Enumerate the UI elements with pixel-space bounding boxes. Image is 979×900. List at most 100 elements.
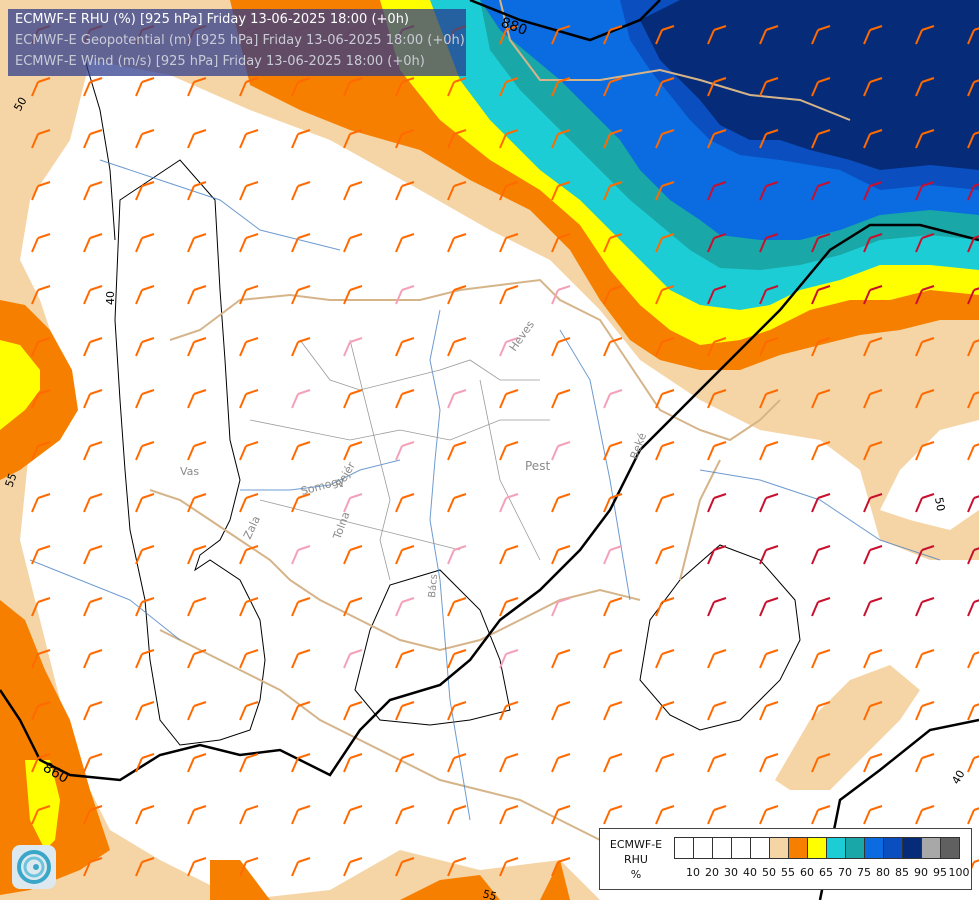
rhu-band-60-bl	[0, 600, 110, 895]
wind-barb	[863, 545, 883, 565]
wind-barb	[967, 287, 979, 305]
wind-barb	[915, 129, 935, 149]
wind-barb	[707, 441, 727, 461]
wind-barb	[603, 25, 623, 45]
wind-barb	[135, 129, 155, 149]
wind-barb	[135, 805, 155, 825]
rhu-band-60-bottom3	[540, 860, 570, 900]
wind-barb	[707, 805, 727, 825]
wind-barb	[655, 805, 675, 825]
wind-barb	[811, 493, 831, 513]
wind-barb	[967, 651, 979, 669]
wind-barb	[447, 77, 467, 97]
wind-barb	[395, 233, 415, 253]
wind-barb	[811, 753, 831, 773]
rhu-contours	[84, 59, 801, 746]
wind-barb	[551, 129, 571, 149]
wind-barb	[31, 545, 51, 565]
wind-barb	[967, 703, 979, 721]
wind-barb	[239, 701, 259, 721]
wind-barb	[915, 389, 935, 409]
wind-barb	[915, 181, 935, 201]
wind-barb	[759, 493, 779, 513]
wind-barb	[551, 753, 571, 773]
wind-barb	[811, 25, 831, 45]
wind-barb	[83, 597, 103, 617]
wind-barbs	[31, 25, 979, 877]
wind-barb	[603, 649, 623, 669]
wind-barb	[499, 129, 519, 149]
wind-barb	[395, 77, 415, 97]
wind-barb	[187, 441, 207, 461]
wind-barb	[759, 77, 779, 97]
title-geopotential: ECMWF-E Geopotential (m) [925 hPa] Frida…	[15, 33, 465, 48]
rhu-label-55-left: 55	[3, 471, 20, 489]
legend-swatch	[769, 837, 789, 859]
wind-barb	[707, 129, 727, 149]
wind-barb	[707, 77, 727, 97]
wind-barb	[915, 649, 935, 669]
wind-barb	[707, 181, 727, 201]
wind-barb	[551, 805, 571, 825]
wind-barb	[239, 389, 259, 409]
wind-barb	[343, 493, 363, 513]
wind-barb	[499, 25, 519, 45]
ecmwf-logo	[12, 845, 56, 889]
legend-swatch	[921, 837, 941, 859]
county-label-pest: Pest	[525, 459, 550, 473]
legend-swatch	[731, 837, 751, 859]
wind-barb	[915, 233, 935, 253]
wind-barb	[811, 701, 831, 721]
wind-barb	[759, 545, 779, 565]
wind-barb	[915, 545, 935, 565]
wind-barb	[291, 389, 311, 409]
wind-barb	[603, 285, 623, 305]
wind-barb	[239, 857, 259, 877]
wind-barb	[343, 545, 363, 565]
wind-barb	[655, 441, 675, 461]
wind-barb	[187, 389, 207, 409]
wind-barb	[915, 337, 935, 357]
wind-barb	[967, 391, 979, 409]
wind-barb	[135, 701, 155, 721]
wind-barb	[759, 181, 779, 201]
rhu-label-50-topleft: 50	[11, 95, 29, 114]
wind-barb	[395, 857, 415, 877]
wind-barb	[83, 337, 103, 357]
wind-barb	[343, 77, 363, 97]
wind-barb	[187, 597, 207, 617]
legend-tick-label: 95	[933, 866, 947, 879]
wind-barb	[603, 701, 623, 721]
geo-line-880-top	[469, 0, 661, 42]
wind-barb	[291, 701, 311, 721]
wind-barb	[811, 805, 831, 825]
wind-barb	[915, 441, 935, 461]
wind-barb	[551, 285, 571, 305]
legend-swatch	[807, 837, 827, 859]
wind-barb	[551, 389, 571, 409]
wind-barb	[655, 181, 675, 201]
wind-barb	[551, 701, 571, 721]
wind-barb	[551, 337, 571, 357]
wind-barb	[135, 597, 155, 617]
map-title-box: ECMWF-E RHU (%) [925 hPa] Friday 13-06-2…	[8, 9, 466, 76]
legend-swatch	[845, 837, 865, 859]
wind-barb	[447, 805, 467, 825]
wind-barb	[499, 805, 519, 825]
wind-barb	[395, 753, 415, 773]
wind-barb	[395, 649, 415, 669]
wind-barb	[83, 389, 103, 409]
wind-barb	[915, 805, 935, 825]
wind-barb	[499, 857, 519, 877]
wind-barb	[759, 129, 779, 149]
wind-barb	[31, 389, 51, 409]
country-borders	[149, 0, 851, 841]
wind-barb	[135, 181, 155, 201]
wind-barb	[343, 389, 363, 409]
legend-swatch	[693, 837, 713, 859]
wind-barb	[447, 441, 467, 461]
wind-barb	[707, 649, 727, 669]
wind-barb	[135, 857, 155, 877]
wind-barb	[239, 285, 259, 305]
legend-tick-label: 100	[948, 866, 970, 879]
